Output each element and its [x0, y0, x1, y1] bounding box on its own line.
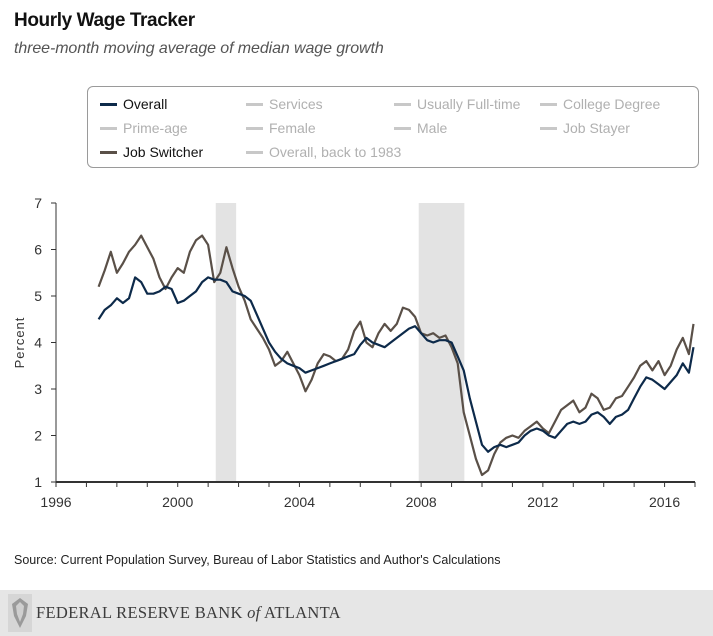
y-tick-label: 1 — [34, 474, 42, 490]
chart-subtitle: three-month moving average of median wag… — [14, 40, 384, 57]
y-tick-label: 4 — [34, 335, 42, 351]
line-chart: 1 2 3 4 5 6 7 Percent 1996 2000 2004 2008 2012 2016 — [12, 195, 696, 510]
x-tick-label: 2008 — [406, 494, 437, 510]
fed-eagle-icon — [8, 594, 32, 632]
legend-label: Job Switcher — [123, 144, 204, 160]
x-tick-label: 2004 — [284, 494, 315, 510]
y-tick-label: 3 — [34, 381, 42, 397]
legend-swatch — [394, 126, 411, 130]
legend-item-overall-back-to-1983[interactable]: Overall, back to 1983 — [246, 144, 401, 160]
y-tick-label: 6 — [34, 242, 42, 258]
legend-item-job-switcher[interactable]: Job Switcher — [100, 144, 203, 160]
x-tick-label: 2016 — [649, 494, 680, 510]
series-line-job-switcher — [97, 234, 695, 477]
legend-label: Job Stayer — [563, 120, 630, 136]
recession-band — [418, 203, 465, 482]
legend-label: Overall, back to 1983 — [269, 144, 402, 160]
bank-name: FEDERAL RESERVE BANK of ATLANTA — [36, 603, 341, 623]
y-tick-label: 7 — [34, 195, 42, 211]
legend-label: Female — [269, 120, 316, 136]
legend-item-job-stayer[interactable]: Job Stayer — [540, 120, 630, 136]
bank-name-of: of — [247, 603, 261, 622]
legend-item-female[interactable]: Female — [246, 120, 316, 136]
x-tick-label: 1996 — [40, 494, 71, 510]
recession-band — [215, 203, 237, 482]
x-tick-label: 2000 — [162, 494, 193, 510]
y-tick-label: 2 — [34, 428, 42, 444]
legend-swatch — [246, 150, 263, 154]
legend-item-college-degree[interactable]: College Degree — [540, 96, 660, 112]
legend: Overall Services Usually Full-time College … — [87, 86, 699, 168]
legend-label: Services — [269, 96, 323, 112]
legend-item-male[interactable]: Male — [394, 120, 447, 136]
bank-name-part: FEDERAL RESERVE BANK — [36, 603, 248, 622]
legend-swatch — [394, 102, 411, 106]
bank-name-part: ATLANTA — [260, 603, 341, 622]
y-axis-label: Percent — [12, 317, 27, 369]
legend-item-usually-full-time[interactable]: Usually Full-time — [394, 96, 520, 112]
legend-item-prime-age[interactable]: Prime-age — [100, 120, 188, 136]
legend-swatch — [246, 102, 263, 106]
series-line-overall — [97, 276, 695, 453]
chart-title: Hourly Wage Tracker — [14, 10, 195, 31]
legend-label: Usually Full-time — [417, 96, 521, 112]
legend-swatch — [246, 126, 263, 130]
source-note: Source: Current Population Survey, Burea… — [14, 553, 501, 567]
legend-item-overall[interactable]: Overall — [100, 96, 167, 112]
x-tick-label: 2012 — [527, 494, 558, 510]
legend-label: Overall — [123, 96, 168, 112]
legend-swatch — [100, 102, 117, 106]
y-tick-label: 5 — [34, 288, 42, 304]
legend-swatch — [100, 150, 117, 154]
legend-label: Male — [417, 120, 448, 136]
legend-item-services[interactable]: Services — [246, 96, 323, 112]
legend-swatch — [100, 126, 117, 130]
legend-swatch — [540, 126, 557, 130]
footer-bar: FEDERAL RESERVE BANK of ATLANTA — [0, 590, 713, 636]
legend-label: Prime-age — [123, 120, 188, 136]
legend-label: College Degree — [563, 96, 661, 112]
legend-swatch — [540, 102, 557, 106]
